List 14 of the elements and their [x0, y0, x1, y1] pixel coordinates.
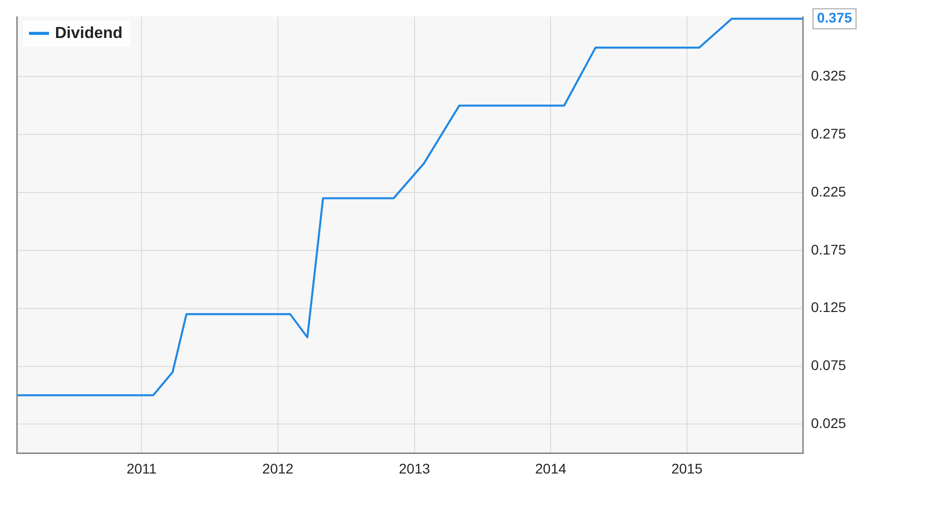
- x-tick-label: 2014: [535, 460, 566, 476]
- y-tick-label: 0.125: [811, 299, 846, 316]
- legend-label: Dividend: [55, 24, 123, 42]
- y-tick-label: 0.225: [811, 183, 846, 200]
- y-tick-label: 0.175: [811, 241, 846, 258]
- x-tick-label: 2013: [398, 460, 430, 476]
- y-tick-label: 0.025: [811, 415, 846, 432]
- x-tick-label: 2011: [126, 460, 157, 476]
- y-tick-label: 0.075: [811, 357, 846, 374]
- data-label: 0.375: [817, 10, 852, 26]
- x-tick-label: 2012: [262, 460, 294, 476]
- y-tick-label: 0.275: [811, 125, 846, 142]
- x-tick-label: 2015: [671, 460, 703, 476]
- y-tick-label: 0.325: [811, 68, 846, 84]
